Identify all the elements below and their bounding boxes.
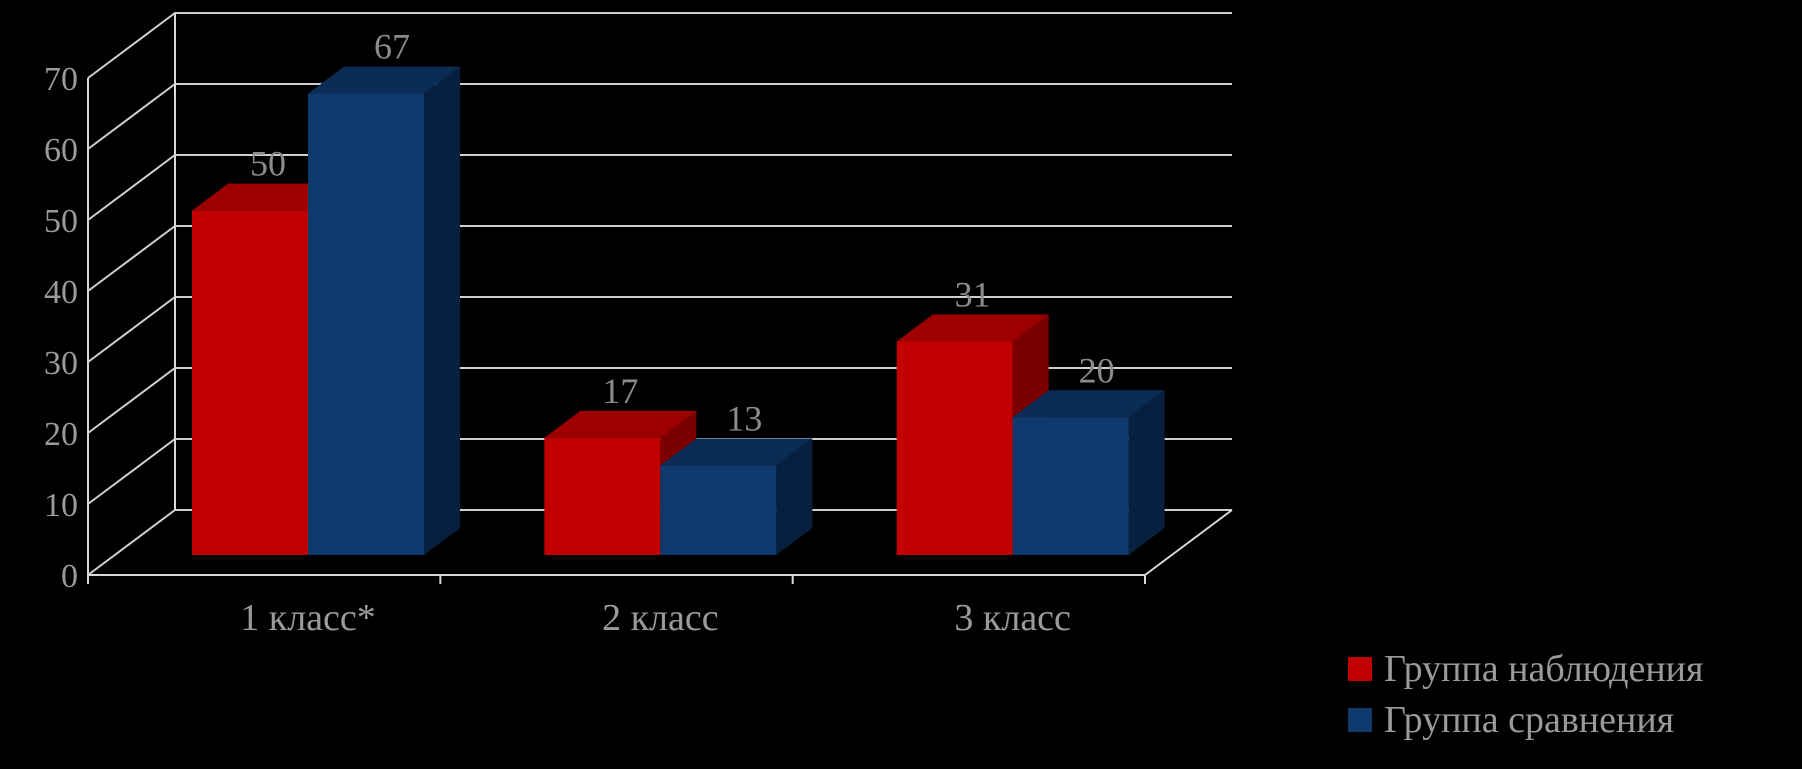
y-tick-label: 10 xyxy=(44,487,78,524)
legend-swatch xyxy=(1348,708,1372,732)
bar xyxy=(1012,417,1129,555)
y-tick-label: 20 xyxy=(44,416,78,453)
gridline xyxy=(87,12,1232,79)
bar-top xyxy=(660,438,813,466)
bar-top xyxy=(896,314,1049,342)
bar-side xyxy=(1128,390,1165,555)
bar-top xyxy=(192,183,344,211)
bar xyxy=(308,93,424,556)
y-tick-label: 50 xyxy=(44,203,78,240)
gridline xyxy=(87,83,1232,150)
category-label: 1 класс* xyxy=(240,597,376,639)
bars-layer xyxy=(192,66,1165,556)
legend-swatch xyxy=(1348,657,1372,681)
data-label: 17 xyxy=(602,371,638,411)
data-label: 20 xyxy=(1079,350,1115,390)
bar-top xyxy=(544,410,697,438)
bar-side xyxy=(776,438,813,555)
y-tick-label: 40 xyxy=(44,274,78,311)
bar-top xyxy=(308,66,460,94)
y-tick-label: 70 xyxy=(44,61,78,98)
category-label: 2 класс xyxy=(602,597,719,639)
bar xyxy=(660,465,777,555)
data-label: 13 xyxy=(726,398,762,438)
legend-label: Группа сравнения xyxy=(1384,699,1674,741)
y-tick-label: 0 xyxy=(61,558,78,595)
category-label: 3 класс xyxy=(954,597,1071,639)
data-label: 31 xyxy=(955,275,991,315)
bar xyxy=(544,437,661,555)
floor-right-edge xyxy=(1144,509,1233,576)
bar-side xyxy=(424,66,460,556)
bar-top xyxy=(1012,390,1165,418)
data-label: 67 xyxy=(374,27,410,67)
axis-layer: 0 10 20 30 40 50 60 70 xyxy=(44,13,1233,595)
bar xyxy=(896,341,1013,555)
legend: Группа наблюдения Группа сравнения xyxy=(1348,648,1703,741)
y-tick-label: 60 xyxy=(44,132,78,169)
labels-layer: 50 67 1 класс* 17 13 2 класс 31 20 3 класс xyxy=(240,27,1114,639)
data-label: 50 xyxy=(250,144,286,184)
bar xyxy=(192,210,308,555)
legend-label: Группа наблюдения xyxy=(1384,648,1703,690)
y-tick-label: 30 xyxy=(44,345,78,382)
